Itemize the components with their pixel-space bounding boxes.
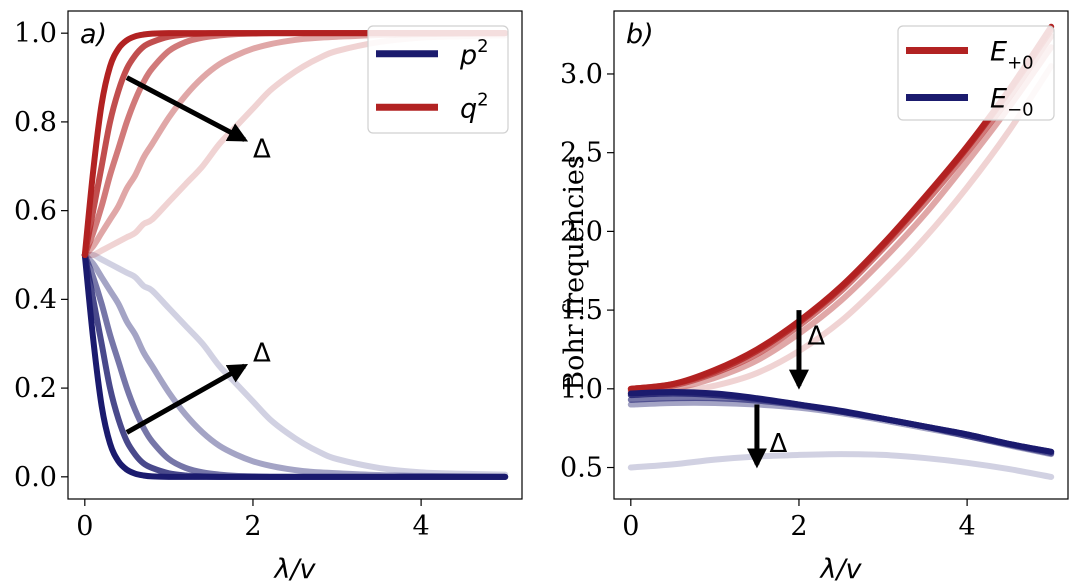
series-line-7 xyxy=(627,395,1055,457)
series-line-9 xyxy=(81,32,509,259)
panel-b: 0 2 4 0.5 1.0 1.5 2.0 2.5 3.0 λ/v Bohr frequencies… xyxy=(559,10,1069,584)
y-tick-label: 0.2 xyxy=(14,373,57,404)
series-line-2 xyxy=(81,252,509,480)
x-tick-label: 2 xyxy=(790,511,807,542)
y-tick-label: 2.5 xyxy=(560,138,603,169)
series-line-7 xyxy=(81,30,509,258)
series-line-9 xyxy=(627,451,1055,480)
y-tick-label: 1.0 xyxy=(14,18,57,49)
panel-label: b) xyxy=(626,19,654,50)
series-line-2 xyxy=(627,33,1055,394)
y-tick-label: 1.0 xyxy=(560,374,603,405)
legend: p2 q2 xyxy=(367,25,509,134)
plot-frame xyxy=(67,10,523,500)
series-lines xyxy=(81,30,509,480)
annotation-arrow xyxy=(125,75,249,142)
legend-label: q2 xyxy=(460,89,489,124)
annotation-delta: Δ xyxy=(807,322,825,352)
x-tick-label: 0 xyxy=(622,511,639,542)
x-tick-label: 0 xyxy=(76,511,93,542)
y-tick-label: 0.0 xyxy=(14,462,57,493)
series-lines xyxy=(627,23,1055,480)
x-tick-label: 4 xyxy=(413,511,430,542)
series-line-8 xyxy=(81,30,509,258)
series-line-4 xyxy=(627,63,1055,397)
series-line-3 xyxy=(81,252,509,480)
annotation-delta: Δ xyxy=(770,429,788,459)
x-tick-label: 2 xyxy=(244,511,261,542)
y-tick-label: 3.0 xyxy=(560,59,603,90)
y-axis-label: Bohr frequencies xyxy=(559,155,590,391)
series-line-8 xyxy=(627,399,1055,458)
series-line-4 xyxy=(81,251,509,478)
panel-label: a) xyxy=(80,19,107,50)
legend-label: E−0 xyxy=(990,84,1034,121)
y-tick-label: 0.5 xyxy=(560,453,603,484)
annotation-delta: Δ xyxy=(253,134,271,164)
x-axis-label: λ/v xyxy=(818,554,862,584)
y-tick-label: 1.5 xyxy=(560,295,603,326)
plot-frame xyxy=(613,10,1069,500)
legend-label: E+0 xyxy=(990,37,1034,74)
y-tick-label: 0.4 xyxy=(14,284,57,315)
x-tick-label: 4 xyxy=(959,511,976,542)
legend-label: p2 xyxy=(459,36,489,71)
y-tick-label: 2.0 xyxy=(560,216,603,247)
y-tick-label: 0.8 xyxy=(14,107,57,138)
panel-a: 0 2 4 0.0 0.2 0.4 0.6 0.8 1.0 λ/v a) Δ Δp2 q2 xyxy=(14,10,523,584)
legend: E+0E−0 xyxy=(897,25,1055,121)
series-line-3 xyxy=(627,44,1055,395)
annotation-delta: Δ xyxy=(253,338,271,368)
y-tick-label: 0.6 xyxy=(14,196,57,227)
annotation-arrow xyxy=(125,363,249,435)
x-axis-label: λ/v xyxy=(272,554,316,584)
